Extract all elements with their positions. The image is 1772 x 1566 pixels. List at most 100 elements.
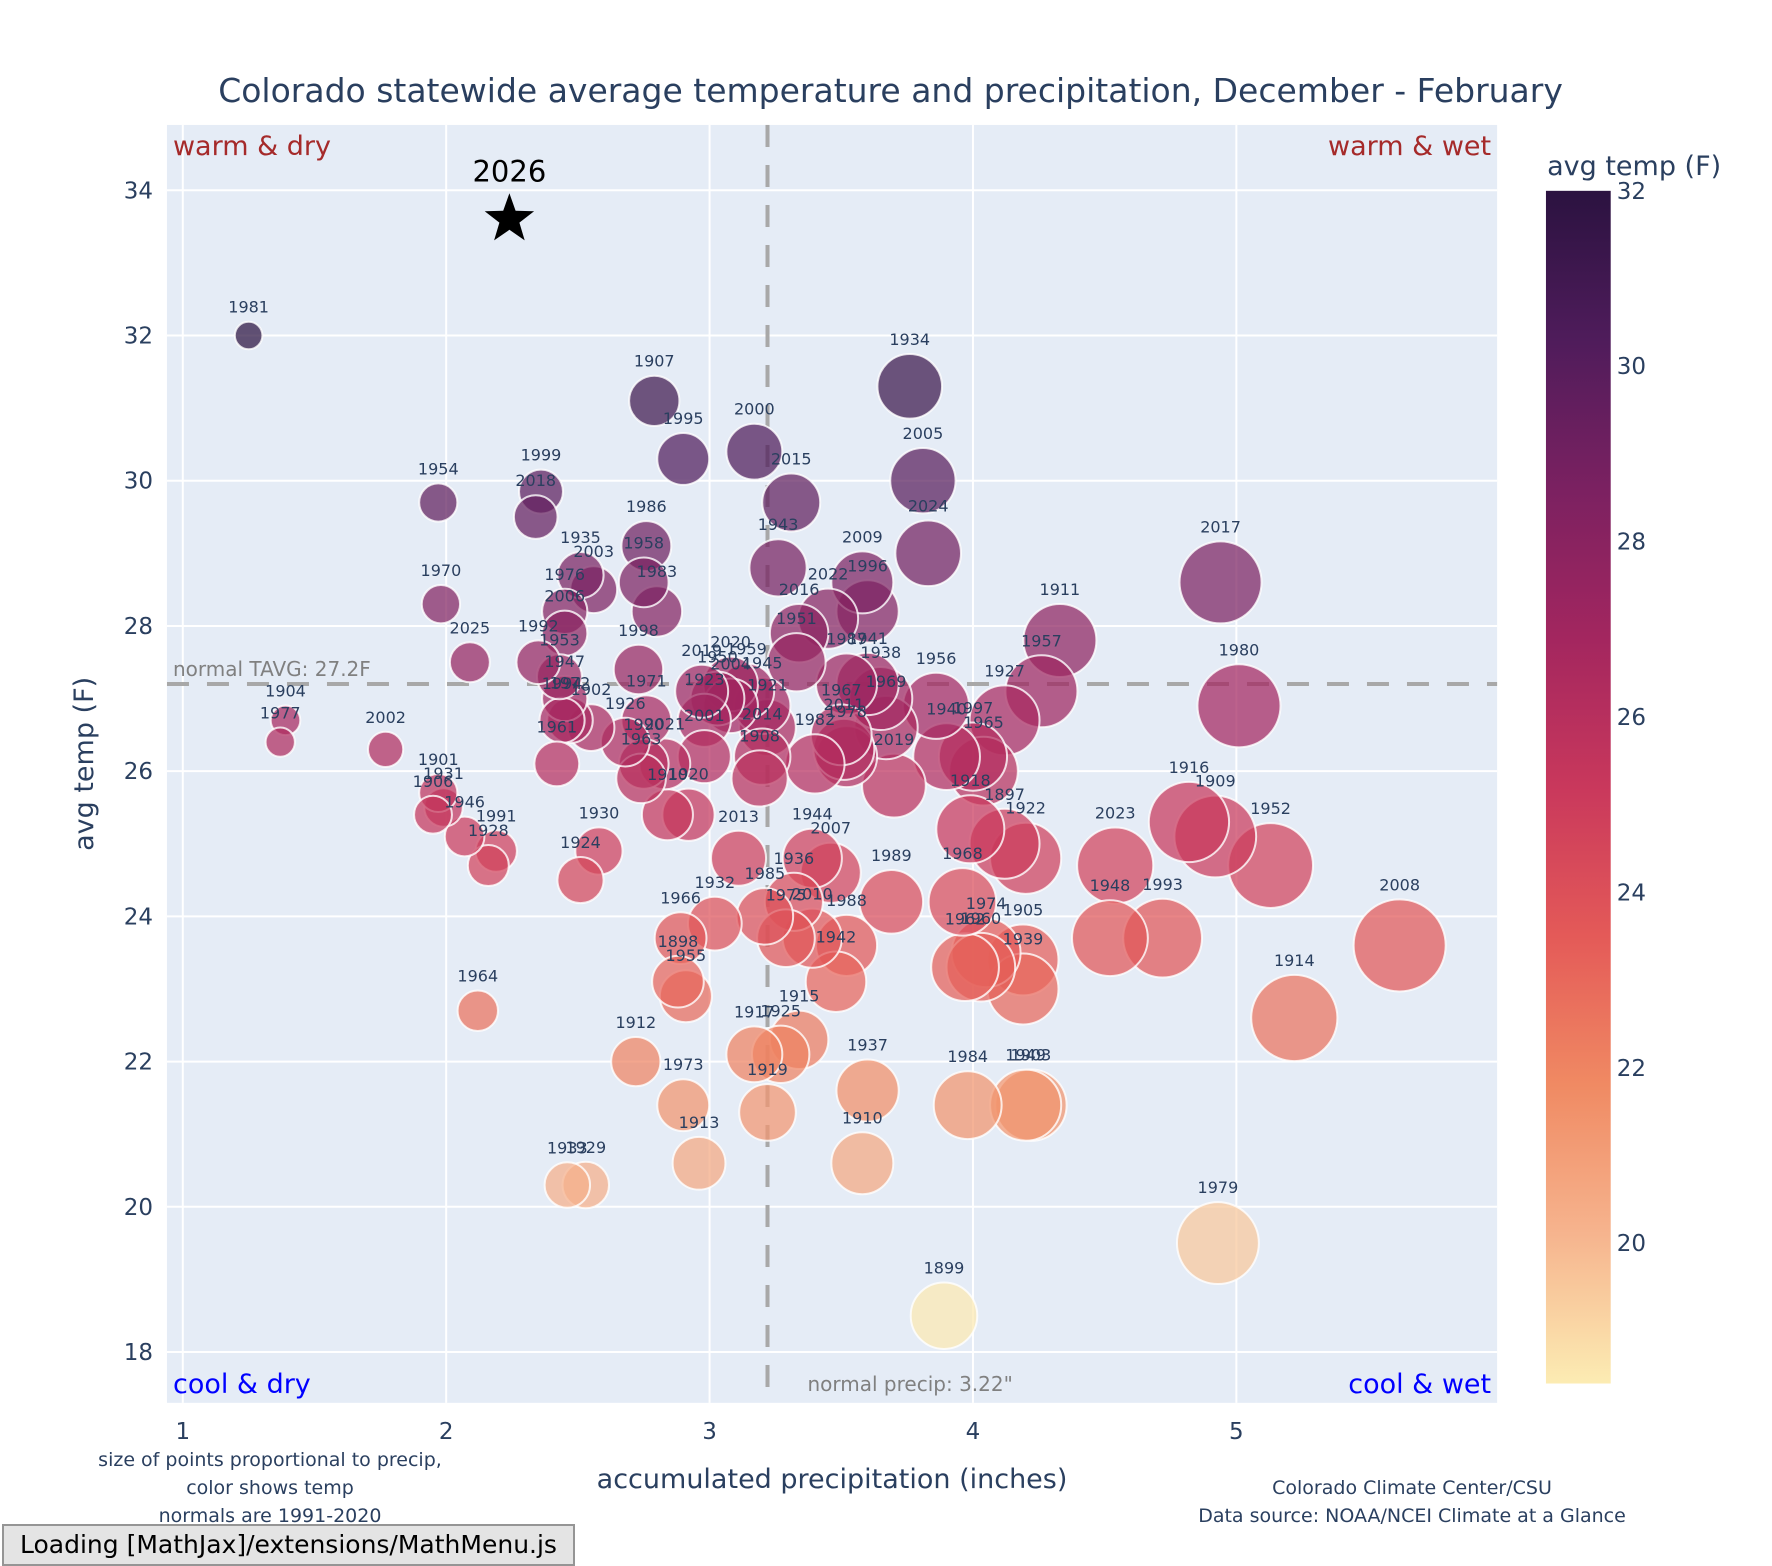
- point-label: 2015: [771, 450, 812, 469]
- point-label: 1992: [518, 616, 559, 635]
- point-label: 1910: [647, 765, 688, 784]
- data-point-1943: [748, 538, 808, 598]
- highlight-2026: 2026: [472, 154, 546, 241]
- point-label: 1996: [847, 556, 888, 575]
- data-point-2005: [889, 447, 957, 515]
- point-label: 2020: [710, 633, 751, 652]
- point-label: 1916: [1169, 758, 1210, 777]
- point-label: 1961: [536, 717, 577, 736]
- point-label: 1954: [418, 459, 459, 478]
- y-tick-label: 28: [124, 614, 153, 640]
- point-label: 1990: [623, 715, 664, 734]
- data-point-2018: [512, 494, 559, 540]
- point-label: 1946: [444, 793, 485, 812]
- x-axis-title: accumulated precipitation (inches): [597, 1464, 1068, 1495]
- point-label: 1986: [626, 497, 667, 516]
- point-label: 2025: [450, 618, 491, 637]
- colorbar-title: avg temp (F): [1547, 151, 1721, 182]
- y-tick-label: 24: [124, 904, 153, 930]
- point-label: 1947: [544, 652, 585, 671]
- point-label: 2022: [808, 565, 849, 584]
- colorbar-tick-label: 32: [1617, 179, 1646, 205]
- point-label: 1979: [1198, 1178, 1239, 1197]
- point-label: 1913: [679, 1113, 720, 1132]
- data-point-1968: [927, 867, 998, 937]
- point-label: 1959: [726, 640, 767, 659]
- point-label: 1963: [621, 730, 662, 749]
- highlight-label: 2026: [472, 154, 546, 188]
- data-point-1958: [617, 556, 670, 609]
- point-label: 1927: [984, 661, 1025, 680]
- note-left-1: size of points proportional to precip,: [98, 1449, 442, 1471]
- data-point-2000: [725, 422, 784, 481]
- point-label: 1898: [658, 932, 699, 951]
- point-label: 1935: [560, 528, 601, 547]
- data-point-1998: [612, 643, 665, 696]
- notes: size of points proportional to precip, c…: [98, 1449, 1626, 1527]
- data-points: [233, 320, 1447, 1350]
- mathjax-loading-status: Loading [MathJax]/extensions/MathMenu.js: [2, 1524, 575, 1566]
- point-label: 1970: [421, 561, 462, 580]
- point-label: 2021: [644, 714, 685, 733]
- point-label: 1952: [1250, 799, 1291, 818]
- point-label: 1932: [694, 873, 735, 892]
- point-label: 1956: [916, 649, 957, 668]
- x-tick-label: 2: [439, 1419, 454, 1445]
- point-label: 1968: [942, 844, 983, 863]
- point-label: 2010: [792, 885, 833, 904]
- normal-temp-label: normal TAVG: 27.2F: [173, 657, 371, 681]
- star-icon: [484, 193, 535, 241]
- point-label: 1901: [418, 750, 459, 769]
- point-label: 1973: [663, 1055, 704, 1074]
- point-label: 2007: [810, 819, 851, 838]
- y-tick-label: 22: [124, 1050, 153, 1076]
- y-tick-label: 34: [124, 178, 153, 204]
- note-left-2: color shows temp: [186, 1477, 354, 1499]
- point-label: 1897: [984, 785, 1025, 804]
- point-label: 1915: [779, 987, 820, 1006]
- point-label: 1936: [773, 849, 814, 868]
- point-label: 2009: [842, 527, 883, 546]
- point-label: 2017: [1200, 517, 1241, 536]
- x-tick-label: 1: [175, 1419, 190, 1445]
- quadrant-label-cool-wet: cool & wet: [1348, 1369, 1491, 1400]
- point-label: 1934: [889, 330, 930, 349]
- data-point-1982: [784, 733, 846, 795]
- point-label: 1938: [860, 643, 901, 662]
- point-label: 1977: [260, 703, 301, 722]
- colorbar-ticks: 20 22 24 26 28 30 32: [1617, 179, 1646, 1257]
- point-label: 1987: [826, 629, 867, 648]
- point-label: 1950: [697, 648, 738, 667]
- data-point-2002: [366, 730, 405, 768]
- point-label: 1951: [776, 609, 817, 628]
- point-labels: 1981 1907 1934 1995 2000 2005 1954 1999 2018 2015…: [228, 298, 1420, 1278]
- point-label: 1905: [1003, 900, 1044, 919]
- point-label: 1958: [623, 534, 664, 553]
- point-label: 1949: [1005, 1046, 1046, 1065]
- point-label: 1942: [816, 927, 857, 946]
- note-left-3: normals are 1991-2020: [159, 1505, 382, 1527]
- point-label: 1937: [847, 1035, 888, 1054]
- data-point-1908: [730, 749, 789, 808]
- data-point-1984: [932, 1070, 1003, 1141]
- point-label: 1944: [792, 805, 833, 824]
- data-point-1912: [610, 1035, 662, 1088]
- y-tick-label: 20: [124, 1195, 153, 1221]
- point-label: 1928: [468, 821, 509, 840]
- point-label: 2018: [515, 471, 556, 490]
- data-point-2024: [894, 519, 963, 588]
- point-label: 1940: [926, 699, 967, 718]
- data-point-1924: [556, 855, 605, 905]
- point-label: 1903: [1011, 1045, 1052, 1064]
- data-point-1992: [515, 639, 562, 686]
- quadrant-labels: warm & dry warm & wet cool & dry cool & …: [173, 131, 1491, 1400]
- data-point-1962: [930, 932, 1000, 1003]
- point-label: 1943: [758, 515, 799, 534]
- x-tick-label: 4: [966, 1419, 981, 1445]
- point-label: 2004: [710, 655, 751, 674]
- chart-title: Colorado statewide average temperature a…: [218, 71, 1563, 110]
- data-point-1961: [533, 740, 581, 788]
- point-label: 1997: [953, 699, 994, 718]
- point-label: 1899: [924, 1258, 965, 1277]
- point-label: 1948: [1090, 876, 1131, 895]
